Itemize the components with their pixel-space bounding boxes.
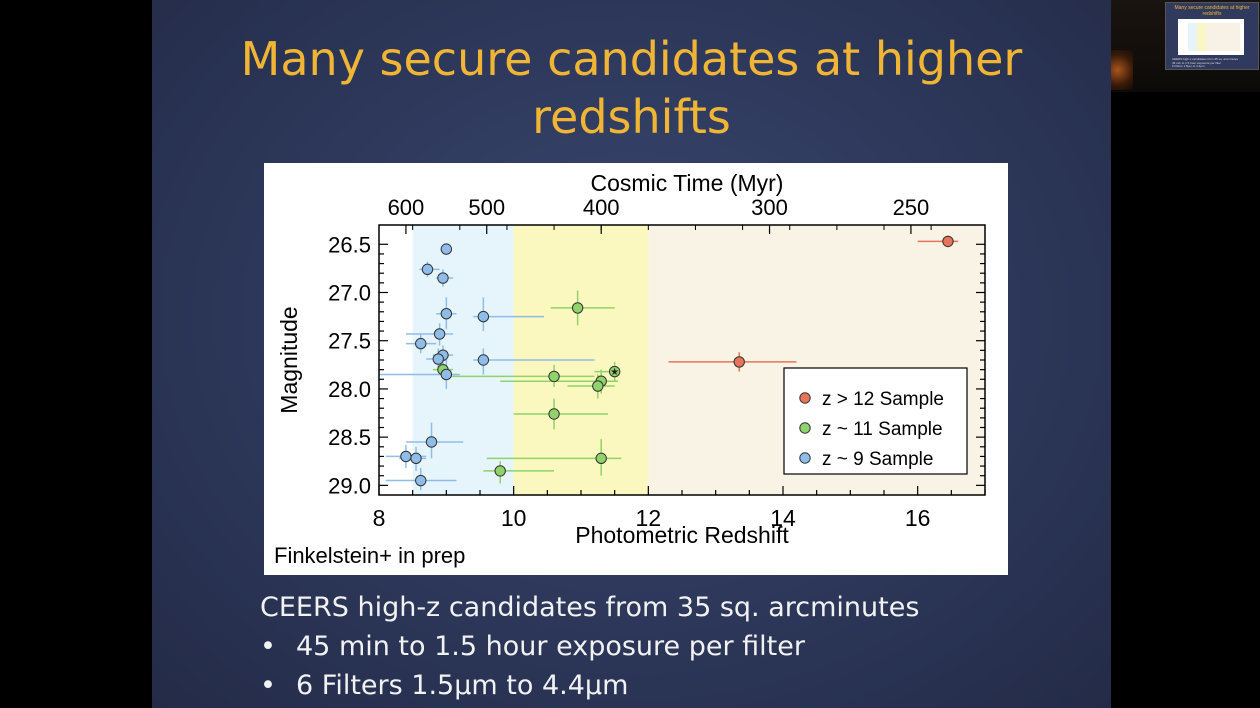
y-tick-label: 27.0 xyxy=(328,281,371,306)
mini-slide-text: CEERS high-z candidates from 35 sq. arcm… xyxy=(1172,57,1256,69)
mini-text-line-3: 6 Filters 1.5μm to 4.4μm xyxy=(1172,64,1205,68)
y-tick-label: 26.5 xyxy=(328,232,371,257)
x-tick-label: 14 xyxy=(770,505,796,531)
legend-marker xyxy=(799,422,811,434)
data-point xyxy=(410,452,422,465)
redshift-magnitude-plot: ★ 8 10 12 14 16 600 500 400 300 250 26.5 27.0 27.5 28… xyxy=(264,163,1008,575)
legend-label: z ~ 11 Sample xyxy=(822,419,943,440)
legend-label: z > 12 Sample xyxy=(822,389,944,410)
bullet-dot-1: • xyxy=(260,631,276,662)
legend-box xyxy=(783,367,968,475)
mini-text-line-2: 45 min to 1.5 hour exposure per filter xyxy=(1172,60,1222,65)
star-icon: ★ xyxy=(610,367,619,378)
bullet-intro: CEERS high-z candidates from 35 sq. arcm… xyxy=(260,592,920,623)
slide-title-line-1: Many secure candidates at higher xyxy=(240,32,1023,86)
plot-svg: ★ 8 10 12 14 16 600 500 400 300 250 26.5 27.0 27.5 28… xyxy=(274,170,986,568)
data-point xyxy=(440,368,453,381)
data-point xyxy=(415,337,427,350)
data-point xyxy=(432,353,444,365)
top-tick-label: 250 xyxy=(893,195,930,220)
data-point xyxy=(548,370,560,383)
mini-band-3 xyxy=(1206,23,1240,51)
top-tick-label: 400 xyxy=(583,195,620,220)
top-tick-label: 600 xyxy=(388,195,425,220)
mini-band-2 xyxy=(1197,23,1206,51)
presentation-slide: Many secure candidates at higher redshif… xyxy=(152,0,1111,708)
data-point xyxy=(733,356,745,368)
legend-marker xyxy=(799,392,811,404)
credit-label: Finkelstein+ in prep xyxy=(274,543,465,568)
data-point xyxy=(415,474,427,487)
x-tick-label: 8 xyxy=(373,505,386,531)
mini-band-1 xyxy=(1188,23,1197,51)
data-point xyxy=(440,243,453,255)
y-tick-label: 28.0 xyxy=(328,377,371,402)
bullet-dot-2: • xyxy=(260,670,276,701)
data-point xyxy=(477,310,490,323)
speaker-camera-thumbnail: Many secure candidates at higher redshif… xyxy=(1111,0,1260,92)
x-axis-label: Photometric Redshift xyxy=(575,522,789,548)
mini-slide-preview: Many secure candidates at higher redshif… xyxy=(1165,2,1259,70)
mini-text-line-1: CEERS high-z candidates from 35 sq. arcm… xyxy=(1172,57,1239,61)
data-point xyxy=(494,465,506,477)
slide-bullets: CEERS high-z candidates from 35 sq. arcm… xyxy=(260,590,1100,707)
bullet-item-filters: • 6 Filters 1.5μm to 4.4μm xyxy=(260,668,1100,707)
x-tick-label: 16 xyxy=(905,505,931,531)
bullet-item-exposure: • 45 min to 1.5 hour exposure per filter xyxy=(260,629,1100,668)
slide-title: Many secure candidates at higher redshif… xyxy=(152,30,1111,146)
data-point xyxy=(440,308,453,320)
camera-light-glow xyxy=(1111,50,1133,90)
legend-marker xyxy=(799,452,811,464)
data-point-star xyxy=(608,365,621,378)
data-points: ★ xyxy=(379,235,959,491)
top-tick-label: 300 xyxy=(751,195,788,220)
data-point xyxy=(421,263,434,276)
y-tick-label: 27.5 xyxy=(328,329,371,354)
data-point xyxy=(595,452,607,465)
data-point xyxy=(571,302,584,314)
bullet-item-exposure-text: 45 min to 1.5 hour exposure per filter xyxy=(296,631,805,662)
bullet-item-filters-text: 6 Filters 1.5μm to 4.4μm xyxy=(296,670,629,701)
y-axis-label: Magnitude xyxy=(276,306,302,413)
top-tick-label: 500 xyxy=(468,195,505,220)
mini-slide-plot xyxy=(1178,19,1244,55)
mini-slide-title: Many secure candidates at higher redshif… xyxy=(1174,5,1250,17)
data-point xyxy=(400,450,412,463)
x-tick-label: 12 xyxy=(636,505,662,531)
data-point xyxy=(425,436,438,448)
legend: z > 12 Sample z ~ 11 Sample z ~ 9 Sample xyxy=(783,367,968,475)
data-point xyxy=(548,408,560,420)
data-point xyxy=(592,380,604,392)
legend-label: z ~ 9 Sample xyxy=(822,449,933,470)
data-point xyxy=(477,354,490,366)
plot-axes: 8 10 12 14 16 600 500 400 300 250 26.5 27.0 27.5 28.0… xyxy=(274,170,986,568)
slide-title-line-2: redshifts xyxy=(532,90,731,144)
y-tick-label: 29.0 xyxy=(328,473,371,498)
data-point xyxy=(437,272,449,284)
x-tick-label: 10 xyxy=(501,505,527,531)
data-point xyxy=(433,328,446,340)
y-tick-label: 28.5 xyxy=(328,425,371,450)
data-point xyxy=(942,235,954,248)
top-axis-label: Cosmic Time (Myr) xyxy=(591,170,784,196)
